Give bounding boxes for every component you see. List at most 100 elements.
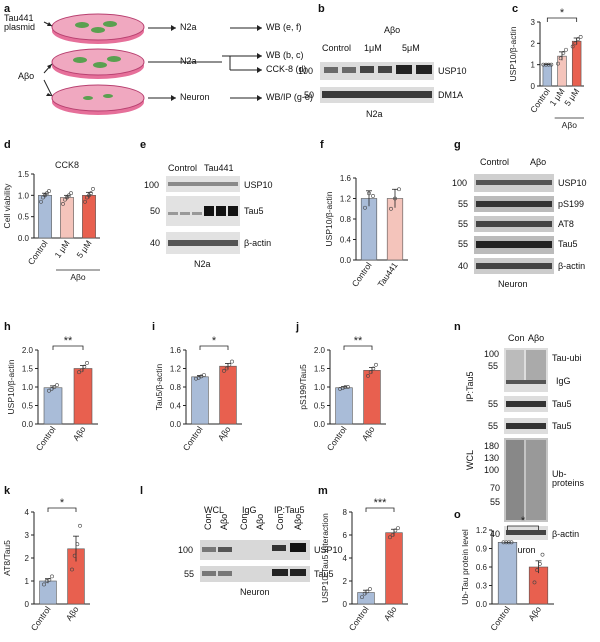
l-group-wcl: WCL	[204, 505, 224, 515]
significance-label: **	[354, 335, 363, 347]
y-tick-label: 0.8	[340, 215, 352, 224]
blot-b-usp10	[320, 62, 434, 80]
y-tick-label: 1.5	[18, 170, 30, 179]
bar	[557, 55, 567, 87]
data-point	[368, 587, 372, 591]
x-tick-label: Aβo	[216, 424, 233, 442]
data-point	[573, 41, 578, 46]
y-tick-label: 3	[531, 18, 536, 27]
data-point	[558, 56, 563, 61]
n-band-igg: IgG	[556, 376, 571, 386]
n-wcl-marker-130: 130	[484, 453, 500, 463]
x-tick-label: 5 μM	[562, 86, 581, 107]
y-tick-label: 0.5	[18, 213, 30, 222]
e-band-actin: β-actin	[244, 238, 272, 248]
data-point	[87, 193, 91, 198]
e-marker-100: 100	[144, 180, 160, 190]
data-point	[537, 562, 542, 566]
x-tick-label: 5 μM	[75, 238, 94, 259]
significance-label: ***	[374, 497, 388, 509]
data-point	[41, 195, 45, 200]
y-tick-label: 0	[531, 82, 536, 91]
panel-letter-g: g	[454, 139, 461, 151]
data-point	[65, 195, 69, 200]
data-point	[39, 199, 43, 204]
e-lane-control: Control	[168, 163, 198, 173]
n-lane-con: Con	[508, 333, 525, 343]
x-tick-label: Aβo	[382, 604, 399, 622]
bar	[191, 376, 209, 425]
y-tick-label: 0.0	[170, 420, 182, 429]
e-marker-40: 40	[150, 238, 161, 248]
panel-letter-i: i	[152, 321, 156, 333]
chart-j: 0.0 0.5 1.0 1.5 2.0 pS199/Tau5 Control Aβo **	[298, 335, 386, 453]
data-point	[556, 61, 560, 66]
blot-e-actin	[166, 232, 240, 254]
data-point	[396, 526, 400, 531]
data-point	[393, 196, 397, 201]
b-cell-label: N2a	[366, 109, 383, 119]
data-point	[397, 187, 401, 192]
blot-e-usp10	[166, 176, 240, 192]
n-band-ub-proteins: Ub-proteins	[552, 469, 585, 488]
y-axis-label: USP10/β-actin	[6, 359, 16, 414]
y-tick-label: 2	[25, 554, 30, 563]
data-point	[570, 44, 575, 49]
panel-letter-b: b	[318, 3, 325, 15]
data-point	[70, 567, 74, 572]
data-point	[540, 552, 545, 557]
significance-label: *	[560, 7, 565, 19]
data-point	[42, 582, 46, 587]
g-marker-55b: 55	[458, 219, 469, 229]
x-tick-label: Aβo	[64, 604, 81, 622]
data-point	[360, 595, 364, 600]
data-point	[578, 35, 583, 39]
e-band-tau5: Tau5	[244, 206, 264, 216]
label-output-wbip: WB/IP (g-o)	[266, 92, 313, 102]
n-wcl-marker-180: 180	[484, 441, 500, 451]
n-cell-label: Neuron	[506, 545, 536, 555]
g-marker-55a: 55	[458, 199, 469, 209]
x-tick-label: Control	[34, 424, 58, 452]
data-point	[222, 368, 226, 373]
significance-bracket	[546, 17, 578, 22]
data-point	[230, 359, 234, 364]
data-point	[509, 540, 514, 545]
data-point	[202, 373, 206, 377]
data-point	[72, 553, 77, 558]
y-tick-label: 0.5	[314, 402, 326, 411]
g-lane-abo: Aβo	[530, 157, 547, 167]
data-point	[541, 62, 546, 67]
data-point	[79, 368, 84, 373]
significance-label: *	[521, 515, 526, 527]
y-tick-label: 1.2	[340, 195, 352, 204]
x-tick-label: Aβo	[71, 424, 88, 442]
y-tick-label: 0.0	[340, 256, 352, 265]
n-wcl-marker-40: 40	[490, 529, 501, 539]
x-tick-label: Tau441	[375, 260, 399, 289]
data-point	[504, 540, 509, 545]
x-tick-label: 1 μM	[548, 86, 567, 107]
g-band-actin: β-actin	[558, 261, 586, 271]
chart-title: CCK8	[55, 160, 79, 170]
n-wcl-marker-100: 100	[484, 465, 500, 475]
y-tick-label: 1.0	[314, 383, 326, 392]
x-tick-label: 1 μM	[53, 238, 72, 259]
data-point	[544, 62, 548, 67]
panel-letter-e: e	[140, 139, 147, 151]
y-tick-label: 0.5	[22, 402, 34, 411]
n-wcl-marker-55: 55	[488, 421, 499, 431]
chart-o: 0.0 0.3 0.6 0.9 1.2 Ub-Tau protein level Contr…	[460, 515, 554, 633]
n-marker-55b: 55	[488, 399, 499, 409]
n-marker-55a: 55	[488, 361, 499, 371]
chart-d: 0.0 0.5 1.0 1.5 Cell viability CCK8 Control 1 μ…	[2, 160, 100, 282]
data-point	[532, 580, 537, 585]
b-lane-control: Control	[322, 43, 352, 53]
data-point	[546, 62, 551, 67]
n-band-tau-ubi: Tau-ubi	[552, 353, 582, 363]
l-marker-100: 100	[178, 545, 194, 555]
y-tick-label: 0	[25, 600, 30, 609]
n-wcl-marker-70: 70	[490, 483, 501, 493]
panel-letter-h: h	[4, 321, 11, 333]
